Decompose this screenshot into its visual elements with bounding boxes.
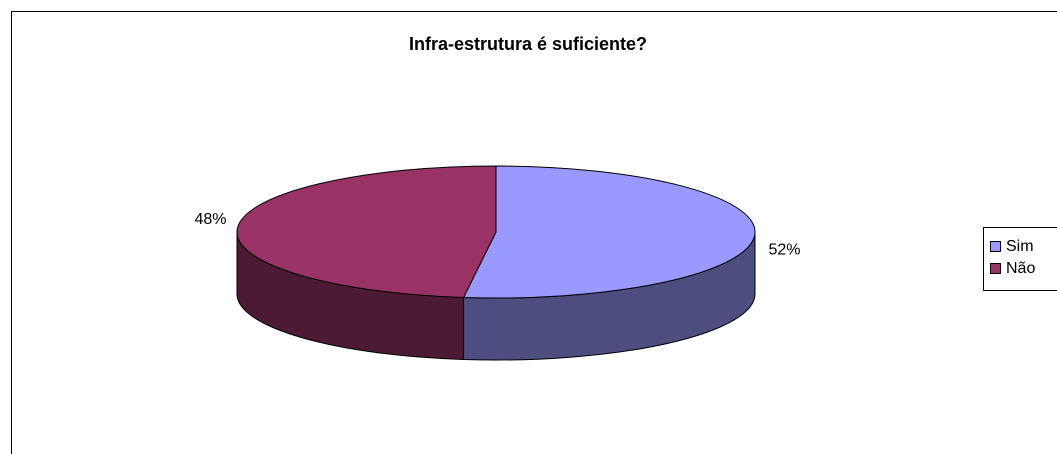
data-label: 48% bbox=[194, 211, 226, 228]
pie-slice bbox=[462, 165, 756, 299]
data-label: 52% bbox=[768, 241, 800, 258]
pie-slice bbox=[236, 165, 497, 298]
legend-label: Sim bbox=[1006, 238, 1034, 255]
legend-swatch bbox=[990, 241, 1001, 252]
chart-title: Infra-estrutura é suficiente? bbox=[409, 34, 647, 54]
legend-box bbox=[983, 227, 1057, 291]
legend-label: Não bbox=[1006, 260, 1035, 277]
legend-swatch bbox=[990, 263, 1001, 274]
